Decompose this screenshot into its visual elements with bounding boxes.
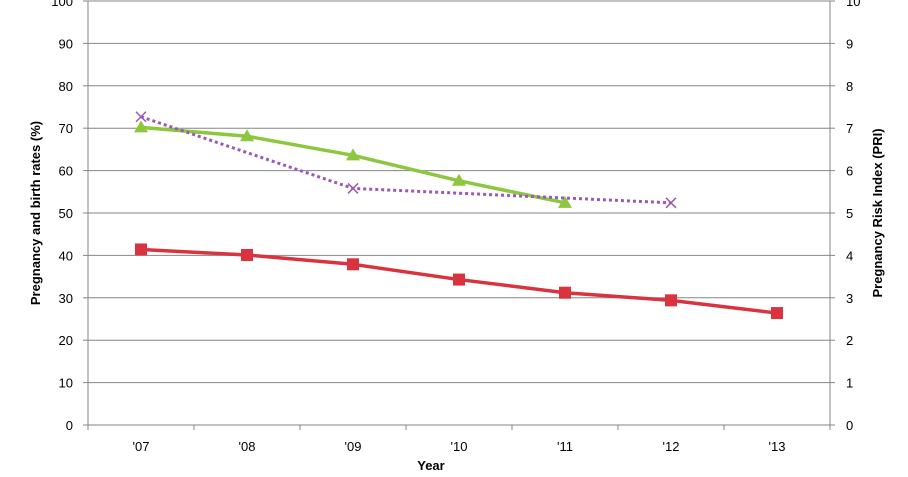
series-square bbox=[135, 243, 783, 320]
series-triangle bbox=[134, 120, 572, 208]
y2-tick-label: 10 bbox=[846, 0, 860, 9]
y-tick-label: 10 bbox=[59, 376, 73, 391]
y-tick-label: 40 bbox=[59, 248, 73, 263]
x-tick-label: '11 bbox=[557, 439, 573, 454]
y-tick-label: 70 bbox=[59, 121, 73, 136]
y-axis-title: Pregnancy and birth rates (%) bbox=[28, 121, 43, 305]
y2-tick-label: 3 bbox=[846, 291, 853, 306]
x-tick-label: '12 bbox=[663, 439, 680, 454]
data-point-square bbox=[771, 307, 783, 320]
data-point-x bbox=[347, 182, 359, 194]
data-point-square bbox=[347, 258, 359, 271]
data-point-triangle bbox=[134, 120, 148, 133]
data-point-x bbox=[665, 197, 677, 209]
y2-tick-label: 5 bbox=[846, 206, 853, 221]
x-tick-labels: '07 '08 '09 '10 '11 '12 '13 bbox=[133, 439, 786, 454]
x-tick-label: '08 bbox=[239, 439, 256, 454]
x-axis-title: Year bbox=[417, 458, 444, 473]
y2-axis-title: Pregnancy Risk Index (PRI) bbox=[870, 128, 885, 297]
y2-tick-label: 8 bbox=[846, 79, 853, 94]
x-tick-label: '10 bbox=[451, 439, 468, 454]
y-tick-label: 80 bbox=[59, 79, 73, 94]
data-point-square bbox=[453, 273, 465, 286]
y2-tick-label: 6 bbox=[846, 164, 853, 179]
y2-tick-label: 7 bbox=[846, 121, 853, 136]
series-x bbox=[135, 111, 677, 209]
y2-tick-label: 4 bbox=[846, 248, 853, 263]
data-point-triangle bbox=[558, 195, 572, 208]
data-point-square bbox=[665, 294, 677, 307]
data-point-square bbox=[241, 248, 253, 261]
y-tick-label: 20 bbox=[59, 333, 73, 348]
gridlines bbox=[83, 0, 835, 430]
x-tick-label: '09 bbox=[345, 439, 362, 454]
y-tick-label: 100 bbox=[51, 0, 73, 9]
series-line bbox=[140, 115, 672, 205]
y-tick-label: 0 bbox=[66, 418, 73, 433]
y-tick-label: 50 bbox=[59, 206, 73, 221]
y-tick-labels: 0 10 20 30 40 50 60 70 80 90 100 bbox=[51, 0, 73, 433]
data-point-triangle bbox=[452, 173, 466, 186]
y2-tick-label: 9 bbox=[846, 36, 853, 51]
y2-tick-label: 2 bbox=[846, 333, 853, 348]
data-point-square bbox=[559, 286, 571, 299]
y2-tick-label: 1 bbox=[846, 376, 853, 391]
data-point-triangle bbox=[240, 129, 254, 142]
y-tick-label: 90 bbox=[59, 36, 73, 51]
series-group bbox=[134, 111, 783, 320]
data-point-triangle bbox=[346, 148, 360, 161]
y2-tick-labels: 0 1 2 3 4 5 6 7 8 9 10 bbox=[846, 0, 860, 433]
x-tick-label: '13 bbox=[769, 439, 786, 454]
y-tick-label: 60 bbox=[59, 164, 73, 179]
y2-tick-label: 0 bbox=[846, 418, 853, 433]
data-point-square bbox=[135, 243, 147, 256]
data-point-x bbox=[135, 111, 147, 123]
y-tick-label: 30 bbox=[59, 291, 73, 306]
axes bbox=[87, 1, 831, 426]
x-tick-label: '07 bbox=[133, 439, 150, 454]
